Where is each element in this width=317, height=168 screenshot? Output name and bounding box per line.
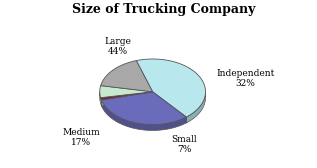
Polygon shape	[100, 92, 152, 100]
Polygon shape	[101, 92, 152, 106]
Polygon shape	[136, 59, 205, 117]
Polygon shape	[152, 92, 186, 123]
Text: Independent
32%: Independent 32%	[216, 69, 274, 88]
Polygon shape	[100, 86, 152, 100]
Text: Medium
17%: Medium 17%	[62, 128, 100, 147]
Title: Size of Trucking Company: Size of Trucking Company	[72, 3, 255, 16]
Polygon shape	[101, 92, 186, 124]
Polygon shape	[101, 92, 152, 106]
Polygon shape	[100, 92, 101, 106]
Text: Large
44%: Large 44%	[105, 37, 132, 56]
Polygon shape	[152, 92, 186, 123]
Polygon shape	[101, 61, 152, 92]
Polygon shape	[186, 93, 205, 123]
Polygon shape	[101, 100, 186, 130]
Text: Small
7%: Small 7%	[171, 135, 197, 154]
